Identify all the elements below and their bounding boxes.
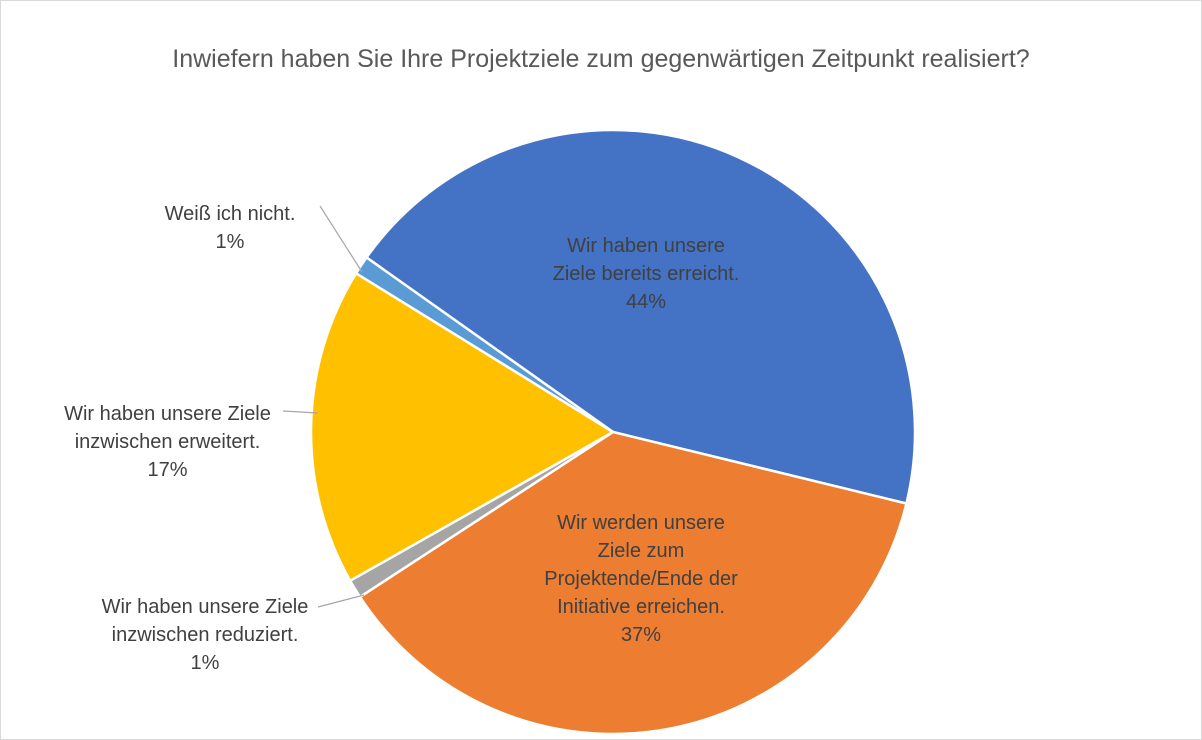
data-label: Wir haben unsere Ziele inzwischen erweit… (60, 400, 275, 484)
category-label: Weiß ich nicht. (164, 203, 296, 225)
pie-slice (354, 255, 614, 434)
data-label: Weiß ich nicht. 1% (120, 200, 340, 256)
value-label: 1% (215, 231, 245, 253)
chart-title: Inwiefern haben Sie Ihre Projektziele zu… (172, 45, 1030, 73)
value-label: 1% (190, 652, 220, 674)
pie-slice (309, 271, 616, 583)
data-label: Wir haben unsere Ziele inzwischen reduzi… (95, 593, 315, 677)
leader-line (317, 594, 365, 608)
leader-line (282, 410, 319, 414)
data-label: Wir haben unsere Ziele bereits erreicht.… (546, 232, 746, 316)
category-label: Wir haben unsere Ziele inzwischen reduzi… (101, 596, 309, 646)
data-label: Wir werden unsere Ziele zum Projektende/… (536, 509, 746, 649)
value-label: 17% (147, 459, 188, 481)
leader-line (319, 205, 363, 273)
value-label: 37% (620, 624, 662, 646)
pie-slice (358, 430, 908, 736)
category-label: Wir haben unsere Ziele bereits erreicht. (552, 235, 740, 285)
pie-slice (364, 128, 917, 506)
category-label: Wir haben unsere Ziele inzwischen erweit… (64, 403, 271, 453)
category-label: Wir werden unsere Ziele zum Projektende/… (544, 512, 738, 618)
value-label: 44% (625, 291, 667, 313)
